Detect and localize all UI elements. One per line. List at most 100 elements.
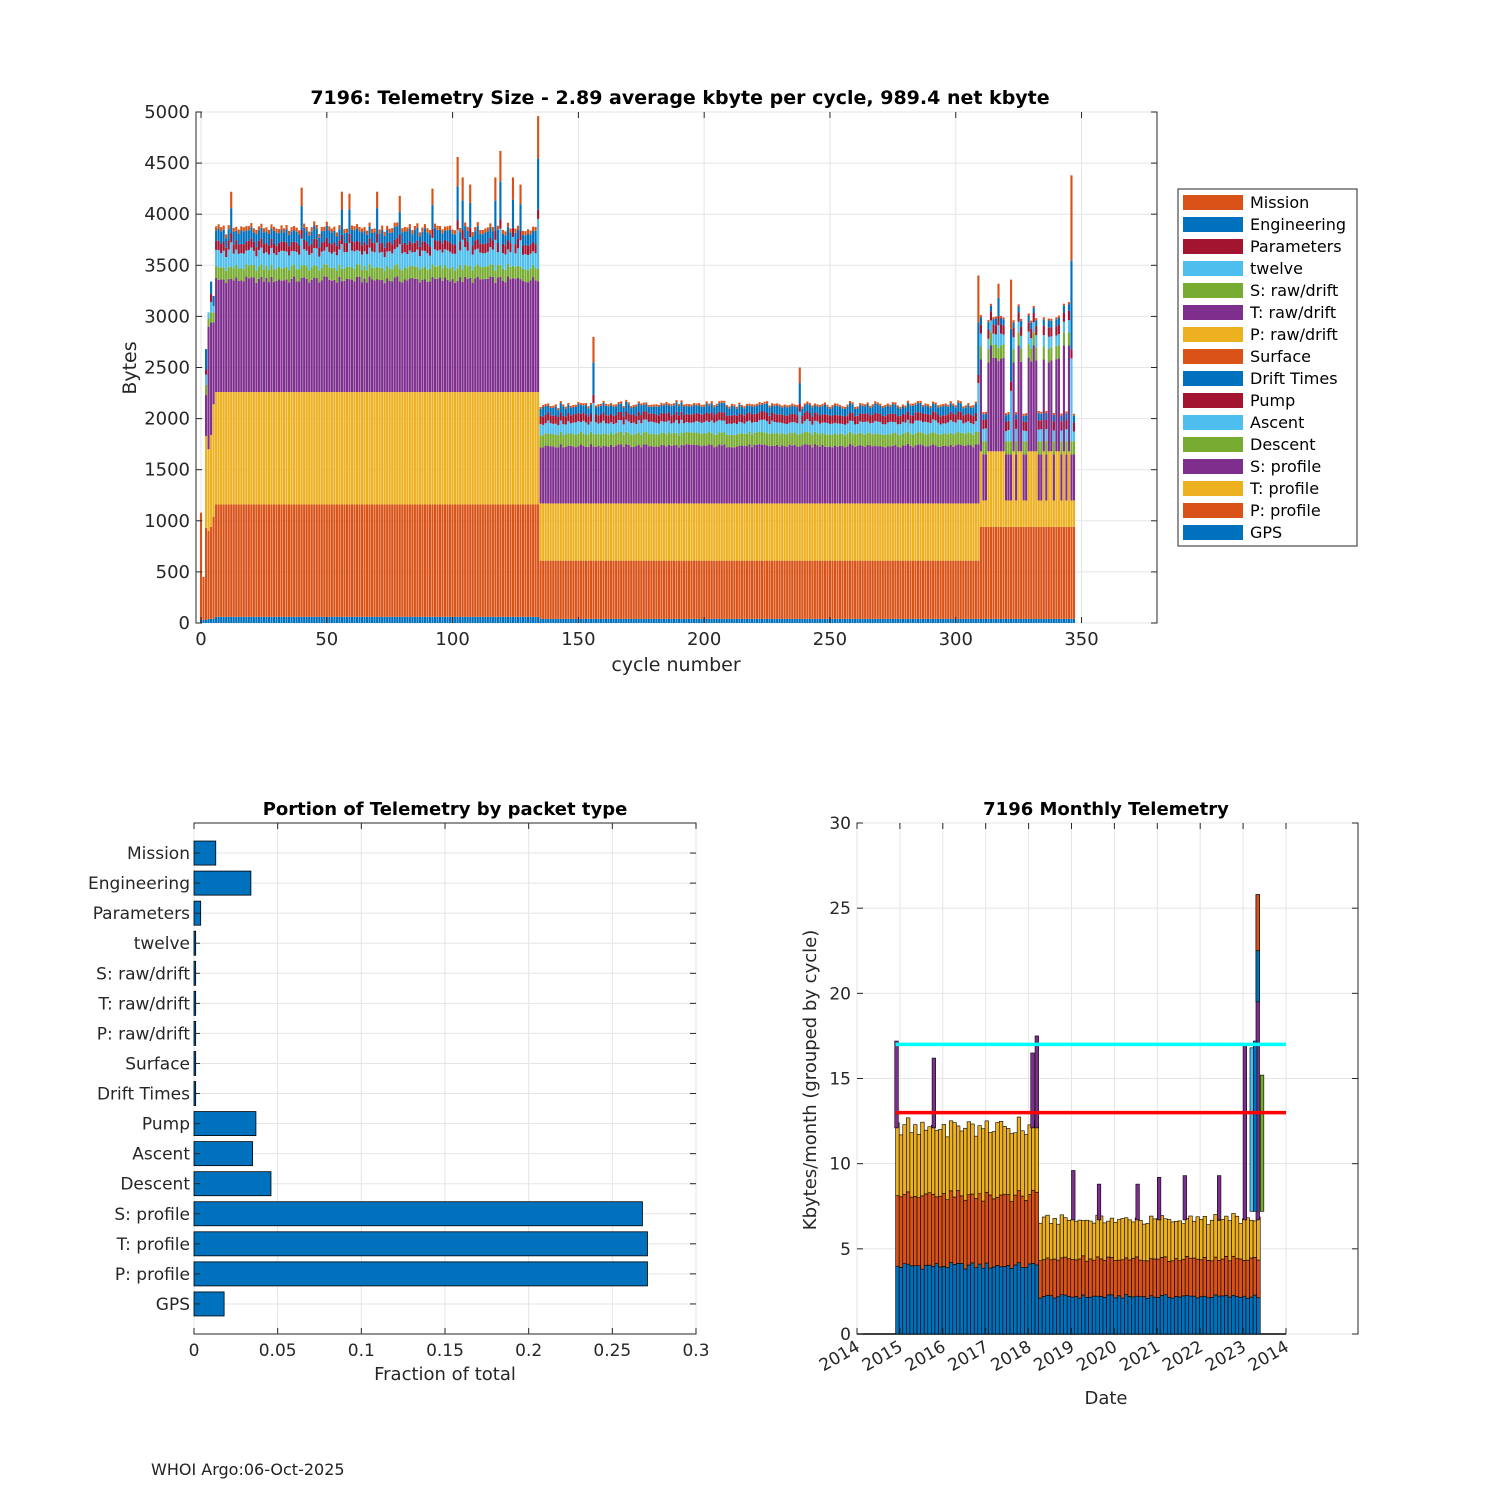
bar-cycle-108 <box>471 232 474 623</box>
bar-cycle-1 <box>202 577 205 623</box>
bar-cycle-268 <box>874 401 877 623</box>
bar-cycle-166 <box>617 402 620 623</box>
bar-cycle-333 <box>1037 411 1040 623</box>
monthly-bar-98 <box>1245 1217 1250 1335</box>
bar-cycle-127 <box>519 184 522 623</box>
monthly-xtick-8: 2022 <box>1159 1337 1206 1376</box>
bar-cycle-241 <box>806 401 809 623</box>
bar-cycle-83 <box>408 224 411 623</box>
monthly-bar-44 <box>1052 1218 1057 1335</box>
bar-cycle-117 <box>494 177 497 623</box>
bar-cycle-180 <box>652 404 655 623</box>
top-ytick-3: 1500 <box>144 460 190 481</box>
bar-cycle-78 <box>396 222 399 623</box>
top-ytick-2: 1000 <box>144 511 190 532</box>
top-ytick-0: 0 <box>179 613 190 634</box>
bar-cycle-150 <box>577 402 580 623</box>
monthly-bar-65 <box>1127 1219 1132 1335</box>
legend-label-7: Surface <box>1250 347 1311 366</box>
bar-cycle-126 <box>516 225 520 623</box>
bar-cycle-44 <box>310 227 313 623</box>
top-chart-legend: Mission Engineering Parameters twelve S: raw… <box>1177 188 1358 547</box>
bar-cycle-165 <box>615 404 618 623</box>
legend-swatch-1 <box>1183 217 1243 232</box>
monthly-bar-96 <box>1238 1223 1243 1335</box>
bar-cycle-272 <box>884 404 887 623</box>
bar-cycle-178 <box>647 404 650 623</box>
bar-cycle-16 <box>240 226 243 623</box>
monthly-spike-0 <box>894 1040 899 1129</box>
monthly-spike-3 <box>1034 1035 1039 1129</box>
bar-cycle-271 <box>881 406 884 623</box>
legend-swatch-14 <box>1183 503 1243 518</box>
monthly-bar-60 <box>1109 1217 1114 1335</box>
bar-cycle-34 <box>285 225 288 623</box>
monthly-bar-9 <box>927 1126 932 1335</box>
monthly-tail-bar-2 <box>1259 1074 1265 1212</box>
bar-cycle-195 <box>690 404 693 623</box>
monthly-bar-55 <box>1091 1222 1097 1335</box>
monthly-spike-1 <box>931 1057 936 1129</box>
monthly-bar-83 <box>1192 1220 1197 1335</box>
monthly-bar-19 <box>963 1127 968 1335</box>
bar-cycle-100 <box>451 229 454 623</box>
legend-label-8: Drift Times <box>1250 369 1338 388</box>
bar-cycle-253 <box>836 403 839 623</box>
monthly-bar-10 <box>931 1124 936 1335</box>
monthly-xtick-10: 2014 <box>1245 1337 1292 1376</box>
top-chart-ylabel: Bytes <box>119 341 141 394</box>
bar-cycle-329 <box>1027 313 1030 623</box>
portion-label-2: Parameters <box>93 904 190 924</box>
bar-cycle-334 <box>1040 411 1043 623</box>
bar-cycle-112 <box>481 230 484 623</box>
bar-cycle-323 <box>1012 320 1015 623</box>
portion-label-10: Ascent <box>132 1145 190 1165</box>
bar-cycle-232 <box>783 404 786 623</box>
bar-cycle-130 <box>527 229 530 623</box>
bar-cycle-341 <box>1057 315 1060 623</box>
legend-label-2: Parameters <box>1250 237 1342 256</box>
legend-label-12: S: profile <box>1250 457 1321 476</box>
bar-cycle-110 <box>476 222 479 623</box>
monthly-bar-92 <box>1224 1215 1229 1335</box>
bar-cycle-91 <box>428 230 432 623</box>
bar-cycle-47 <box>318 233 321 623</box>
bar-cycle-157 <box>594 405 598 623</box>
bar-cycle-51 <box>328 226 331 623</box>
bar-cycle-154 <box>587 406 590 623</box>
bar-cycle-8 <box>220 227 223 623</box>
monthly-bar-97 <box>1242 1218 1247 1335</box>
bar-cycle-200 <box>703 404 706 623</box>
bar-cycle-187 <box>670 404 673 623</box>
bar-cycle-189 <box>675 400 678 623</box>
bar-cycle-56 <box>340 191 343 623</box>
bar-cycle-208 <box>723 400 726 623</box>
monthly-xtick-3: 2017 <box>945 1337 992 1376</box>
portion-xtick-0: 0 <box>189 1341 200 1361</box>
bar-cycle-179 <box>650 404 653 623</box>
monthly-bar-21 <box>970 1123 975 1335</box>
monthly-bar-69 <box>1141 1223 1147 1335</box>
bar-cycle-63 <box>358 227 361 623</box>
bar-cycle-13 <box>232 227 235 623</box>
monthly-bar-81 <box>1184 1218 1190 1335</box>
monthly-bar-90 <box>1217 1220 1222 1335</box>
bar-cycle-213 <box>735 406 738 623</box>
bar-cycle-192 <box>682 404 686 623</box>
bar-cycle-7 <box>217 224 220 623</box>
monthly-bar-47 <box>1063 1217 1068 1335</box>
bar-cycle-220 <box>753 404 756 623</box>
bar-cycle-258 <box>849 401 852 623</box>
bar-cycle-140 <box>552 405 555 623</box>
legend-swatch-0 <box>1183 195 1243 210</box>
bar-cycle-238 <box>798 367 801 623</box>
bar-cycle-70 <box>376 191 379 623</box>
bar-cycle-29 <box>272 226 276 623</box>
portion-bar-13 <box>193 1231 648 1257</box>
bar-cycle-167 <box>620 401 623 623</box>
bar-cycle-22 <box>255 229 258 623</box>
bar-cycle-343 <box>1062 303 1065 623</box>
bar-cycle-24 <box>260 223 263 623</box>
bar-cycle-97 <box>443 226 447 623</box>
top-xtick-5: 250 <box>813 629 847 650</box>
